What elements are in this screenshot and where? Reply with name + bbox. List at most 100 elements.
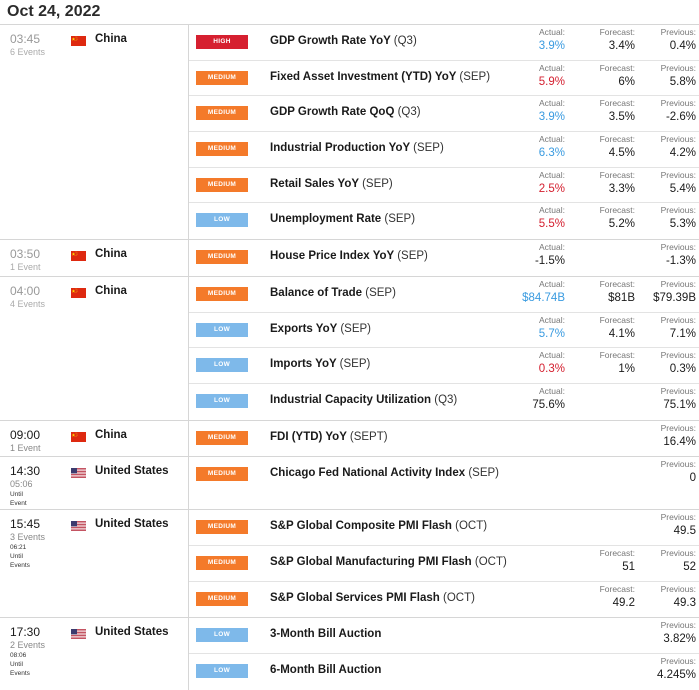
event-time: 04:00 [10, 283, 41, 298]
previous-label: Previous: [660, 656, 696, 666]
date-title: Oct 24, 2022 [7, 3, 101, 20]
event-row[interactable]: LOW 3-Month Bill Auction Previous: 3.82% [189, 618, 699, 654]
event-group: 17:30 2 Events 08:06 Until Events United Stat… [0, 618, 699, 690]
event-group: 04:00 4 Events China MEDIUM Balance of Trade… [0, 276, 699, 421]
event-row[interactable]: LOW Imports YoY (SEP) Actual: 0.3% Forecast:… [189, 348, 699, 384]
actual-value: 5.7% [538, 327, 565, 340]
event-row[interactable]: LOW 6-Month Bill Auction Previous: 4.245% [189, 654, 699, 690]
previous-value: -2.6% [665, 111, 696, 124]
event-name[interactable]: Unemployment Rate (SEP) [270, 213, 415, 225]
event-row[interactable]: MEDIUM Fixed Asset Investment (YTD) YoY (… [189, 61, 699, 97]
previous-value: 3.82% [663, 633, 696, 646]
previous-cell: Previous: 3.82% [661, 620, 696, 647]
actual-label: Actual: [539, 62, 565, 73]
country-name: China [95, 428, 127, 441]
forecast-value: 3.4% [608, 40, 635, 52]
event-row[interactable]: MEDIUM GDP Growth Rate QoQ (Q3) Actual: 3.9… [189, 96, 699, 133]
event-row[interactable]: MEDIUM S&P Global Services PMI Flash (OCT… [189, 582, 699, 618]
previous-value: 5.3% [669, 218, 696, 231]
events-list: MEDIUM House Price Index YoY (SEP) Actual:… [189, 240, 699, 276]
event-name[interactable]: GDP Growth Rate YoY (Q3) [270, 35, 417, 47]
country-name: United States [95, 626, 169, 639]
event-name[interactable]: S&P Global Manufacturing PMI Flash (OCT) [270, 556, 507, 568]
until-line: Until [10, 553, 24, 561]
event-row[interactable]: MEDIUM Chicago Fed National Activity Inde… [189, 457, 699, 509]
event-name[interactable]: Industrial Capacity Utilization (Q3) [270, 394, 457, 406]
event-name[interactable]: FDI (YTD) YoY (SEPT) [270, 431, 388, 443]
event-row[interactable]: MEDIUM FDI (YTD) YoY (SEPT) Previous: 16.4% [189, 421, 699, 457]
previous-value: 0.4% [669, 40, 696, 52]
forecast-label: Forecast: [599, 350, 635, 361]
event-period: (SEP) [384, 213, 416, 226]
until-line: Until [10, 491, 24, 499]
forecast-value: $81B [608, 291, 635, 304]
event-period: (Q3) [393, 35, 417, 47]
forecast-label: Forecast: [599, 169, 635, 180]
event-name[interactable]: 6-Month Bill Auction [270, 664, 381, 676]
event-time: 17:30 [10, 625, 41, 640]
china-flag-icon [71, 287, 86, 298]
importance-badge: MEDIUM [196, 520, 248, 535]
china-flag-icon [71, 250, 86, 262]
event-row[interactable]: MEDIUM Balance of Trade (SEP) Actual: $84.7… [189, 277, 699, 313]
actual-value: 6.3% [538, 147, 565, 160]
event-name[interactable]: Fixed Asset Investment (YTD) YoY (SEP) [270, 71, 490, 83]
actual-cell: Actual: $84.74B [522, 279, 565, 306]
forecast-label: Forecast: [599, 547, 635, 558]
actual-label: Actual: [539, 169, 565, 180]
event-name[interactable]: Imports YoY (SEP) [270, 358, 370, 370]
time-cell: 17:30 2 Events 08:06 Until Events United Stat… [0, 618, 189, 690]
event-row[interactable]: MEDIUM Retail Sales YoY (SEP) Actual: 2.5% F… [189, 168, 699, 204]
actual-value: $84.74B [522, 291, 565, 304]
previous-label: Previous: [660, 385, 696, 396]
event-name[interactable]: S&P Global Services PMI Flash (OCT) [270, 592, 475, 604]
country-name: United States [95, 518, 169, 531]
previous-label: Previous: [660, 422, 696, 433]
event-group: 14:30 05:06 Until Event United States MEDIUM C… [0, 457, 699, 511]
event-row[interactable]: HIGH GDP Growth Rate YoY (Q3) Actual: 3.9% F… [189, 25, 699, 61]
forecast-cell: Forecast: 3.5% [600, 98, 635, 125]
actual-cell: Actual: -1.5% [535, 242, 565, 269]
previous-cell: Previous: 16.4% [661, 423, 696, 450]
previous-cell: Previous: $79.39B [653, 279, 696, 306]
event-row[interactable]: LOW Industrial Capacity Utilization (Q3) A… [189, 384, 699, 420]
event-name[interactable]: House Price Index YoY (SEP) [270, 250, 428, 262]
event-period: (SEP) [413, 142, 444, 155]
actual-cell: Actual: 3.9% [539, 27, 565, 54]
event-title: Retail Sales YoY [270, 177, 359, 190]
previous-cell: Previous: 0.4% [661, 27, 696, 54]
until-line: Events [10, 670, 30, 678]
forecast-label: Forecast: [599, 205, 635, 216]
event-count: 4 Events [10, 298, 46, 309]
event-count: 6 Events [10, 47, 46, 57]
events-list: MEDIUM FDI (YTD) YoY (SEPT) Previous: 16.4% [189, 421, 699, 457]
previous-label: Previous: [660, 620, 696, 631]
event-period: (OCT) [455, 520, 488, 533]
event-time: 15:45 [10, 517, 41, 532]
actual-label: Actual: [539, 278, 565, 289]
event-name[interactable]: Exports YoY (SEP) [270, 323, 371, 335]
forecast-cell: Forecast: 6% [600, 63, 635, 90]
event-row[interactable]: LOW Unemployment Rate (SEP) Actual: 5.5% For… [189, 203, 699, 239]
event-time: 03:50 [10, 247, 41, 262]
event-name[interactable]: Industrial Production YoY (SEP) [270, 142, 444, 154]
actual-value: 3.9% [538, 111, 565, 124]
event-name[interactable]: S&P Global Composite PMI Flash (OCT) [270, 520, 487, 532]
event-row[interactable]: MEDIUM S&P Global Composite PMI Flash (OC… [189, 510, 699, 546]
actual-cell: Actual: 0.3% [539, 350, 565, 377]
event-name[interactable]: 3-Month Bill Auction [270, 628, 381, 640]
event-name[interactable]: GDP Growth Rate QoQ (Q3) [270, 106, 421, 118]
event-row[interactable]: LOW Exports YoY (SEP) Actual: 5.7% Forecast:… [189, 313, 699, 349]
actual-value: 0.3% [538, 363, 565, 376]
event-row[interactable]: MEDIUM Industrial Production YoY (SEP) Act… [189, 132, 699, 168]
event-name[interactable]: Retail Sales YoY (SEP) [270, 178, 393, 190]
forecast-value: 51 [622, 560, 635, 573]
actual-cell: Actual: 5.7% [539, 315, 565, 342]
event-name[interactable]: Chicago Fed National Activity Index (SEP… [270, 467, 499, 479]
events-list: MEDIUM Balance of Trade (SEP) Actual: $84.7… [189, 277, 699, 420]
event-name[interactable]: Balance of Trade (SEP) [270, 287, 396, 299]
event-row[interactable]: MEDIUM S&P Global Manufacturing PMI Flash… [189, 546, 699, 582]
event-row[interactable]: MEDIUM House Price Index YoY (SEP) Actual:… [189, 240, 699, 276]
importance-badge: MEDIUM [196, 555, 248, 570]
previous-label: Previous: [660, 205, 696, 216]
